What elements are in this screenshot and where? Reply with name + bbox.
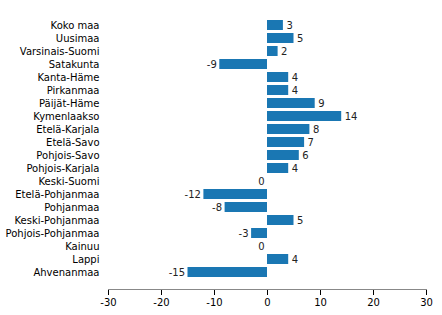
svg-text:Varsinais-Suomi: Varsinais-Suomi: [20, 46, 100, 57]
svg-text:20: 20: [367, 297, 380, 308]
svg-text:5: 5: [297, 215, 303, 226]
svg-text:Uusimaa: Uusimaa: [56, 33, 100, 44]
svg-text:30: 30: [420, 297, 433, 308]
svg-text:7: 7: [308, 137, 314, 148]
svg-text:Pohjois-Savo: Pohjois-Savo: [36, 150, 99, 161]
svg-text:-3: -3: [239, 228, 249, 239]
svg-text:Etelä-Pohjanmaa: Etelä-Pohjanmaa: [15, 189, 99, 200]
svg-text:4: 4: [292, 72, 298, 83]
svg-text:Ahvenanmaa: Ahvenanmaa: [33, 267, 99, 278]
svg-text:14: 14: [345, 111, 358, 122]
svg-text:-12: -12: [185, 189, 201, 200]
svg-text:-15: -15: [169, 267, 185, 278]
svg-text:Pirkanmaa: Pirkanmaa: [47, 85, 100, 96]
svg-text:10: 10: [314, 297, 327, 308]
svg-text:0: 0: [258, 241, 264, 252]
svg-text:Pohjois-Karjala: Pohjois-Karjala: [26, 163, 99, 174]
svg-text:-8: -8: [212, 202, 222, 213]
svg-text:Keski-Pohjanmaa: Keski-Pohjanmaa: [15, 215, 100, 226]
svg-text:9: 9: [318, 98, 324, 109]
svg-text:Etelä-Karjala: Etelä-Karjala: [36, 124, 99, 135]
svg-text:4: 4: [292, 85, 298, 96]
svg-text:4: 4: [292, 254, 298, 265]
svg-text:Kymenlaakso: Kymenlaakso: [33, 111, 99, 122]
svg-text:-20: -20: [153, 297, 169, 308]
svg-text:0: 0: [258, 176, 264, 187]
svg-text:0: 0: [264, 297, 270, 308]
svg-text:6: 6: [302, 150, 308, 161]
svg-text:Satakunta: Satakunta: [49, 59, 100, 70]
svg-text:Koko maa: Koko maa: [51, 20, 100, 31]
svg-text:-10: -10: [206, 297, 222, 308]
svg-text:-9: -9: [207, 59, 217, 70]
svg-text:Pohjois-Pohjanmaa: Pohjois-Pohjanmaa: [6, 228, 100, 239]
svg-text:3: 3: [286, 20, 292, 31]
svg-text:2: 2: [281, 46, 287, 57]
svg-text:Keski-Suomi: Keski-Suomi: [39, 176, 100, 187]
svg-text:Etelä-Savo: Etelä-Savo: [46, 137, 99, 148]
svg-text:Kainuu: Kainuu: [65, 241, 99, 252]
svg-text:5: 5: [297, 33, 303, 44]
svg-text:Pohjanmaa: Pohjanmaa: [44, 202, 99, 213]
svg-text:4: 4: [292, 163, 298, 174]
svg-text:-30: -30: [100, 297, 116, 308]
svg-text:Päijät-Häme: Päijät-Häme: [39, 98, 99, 109]
svg-text:Lappi: Lappi: [72, 254, 99, 265]
svg-text:Kanta-Häme: Kanta-Häme: [37, 72, 99, 83]
svg-text:8: 8: [313, 124, 319, 135]
